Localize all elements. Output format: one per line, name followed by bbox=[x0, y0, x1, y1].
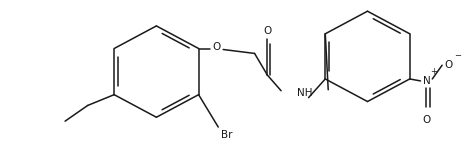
Text: O: O bbox=[422, 115, 431, 125]
Text: −: − bbox=[454, 51, 461, 60]
Text: +: + bbox=[430, 67, 437, 76]
Text: O: O bbox=[444, 60, 452, 70]
Text: O: O bbox=[263, 26, 272, 36]
Text: Br: Br bbox=[221, 130, 233, 140]
Text: NH: NH bbox=[297, 88, 312, 98]
Text: O: O bbox=[212, 42, 220, 52]
Text: N: N bbox=[423, 76, 430, 86]
